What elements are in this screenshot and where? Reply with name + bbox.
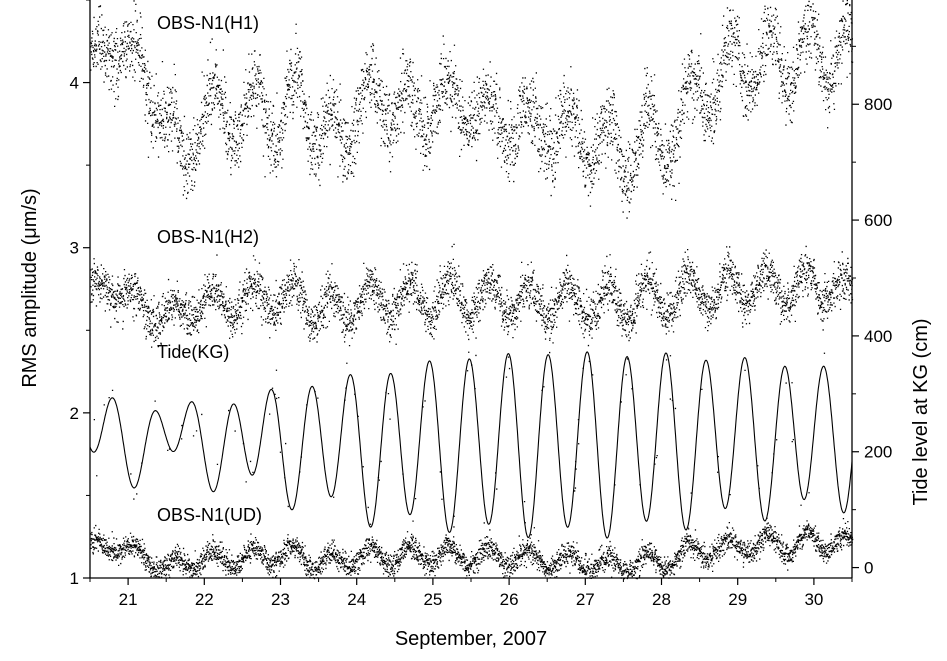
x-axis-title: September, 2007: [395, 628, 547, 650]
left-axis-title: RMS amplitude (μm/s): [19, 188, 41, 387]
y-right-tick-label: 600: [864, 211, 892, 230]
tide-curve: [89, 351, 853, 539]
right-axis-ticks: 0 200 400 600 800: [852, 45, 892, 578]
plot-frame: [89, 0, 853, 579]
y-left-tick-label: 3: [70, 239, 79, 258]
tide-stray-points: [93, 351, 826, 563]
x-tick-label: 29: [728, 590, 747, 609]
label-obs-n1-h2: OBS-N1(H2): [157, 227, 259, 247]
x-tick-label: 22: [195, 590, 214, 609]
x-tick-label: 28: [652, 590, 671, 609]
y-left-tick-label: 1: [70, 569, 79, 588]
series-obs-n1-h2-points: [90, 243, 854, 357]
x-tick-label: 23: [271, 590, 290, 609]
y-right-tick-label: 0: [864, 559, 873, 578]
y-left-tick-label: 4: [70, 74, 79, 93]
x-tick-label: 26: [500, 590, 519, 609]
left-axis-ticks: 1 2 3 4: [70, 0, 90, 588]
right-axis-title: Tide level at KG (cm): [910, 318, 932, 505]
y-left-tick-label: 2: [70, 404, 79, 423]
label-obs-n1-h1: OBS-N1(H1): [157, 13, 259, 33]
x-tick-label: 25: [423, 590, 442, 609]
y-right-tick-label: 400: [864, 327, 892, 346]
series-obs-n1-ud-points: [90, 518, 854, 580]
x-axis-ticks: 21 22 23 24 25 26 27 28 29 30: [89, 578, 853, 609]
label-obs-n1-ud: OBS-N1(UD): [157, 505, 262, 525]
y-right-tick-label: 200: [864, 443, 892, 462]
x-tick-label: 24: [347, 590, 366, 609]
series-tide-kg: [89, 351, 853, 563]
y-right-tick-label: 800: [864, 95, 892, 114]
x-tick-label: 21: [119, 590, 138, 609]
scatter-points: [90, 518, 854, 580]
x-tick-label: 27: [576, 590, 595, 609]
x-tick-label: 30: [804, 590, 823, 609]
label-tide-kg: Tide(KG): [157, 342, 229, 362]
scatter-points: [90, 243, 854, 357]
